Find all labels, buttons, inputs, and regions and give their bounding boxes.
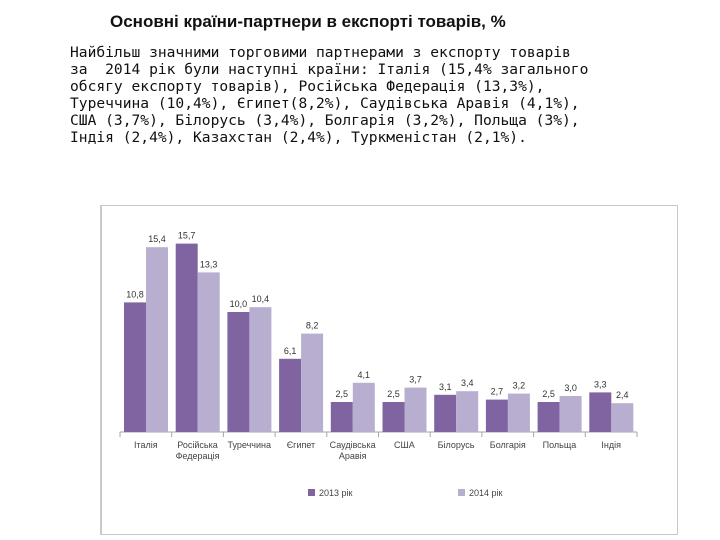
bar-value-label: 15,4 [148, 234, 166, 244]
bar [175, 243, 198, 432]
bar [507, 393, 530, 432]
bar-value-label: 3,2 [513, 381, 526, 391]
bar-value-label: 15,7 [178, 231, 196, 241]
bar-chart: 10,8 15,4 Італія 15,7 13,3 РосійськаФедерація… [119, 231, 638, 498]
legend-label: 2013 рік [319, 488, 353, 498]
bar-value-label: 2,4 [616, 390, 629, 400]
paragraph-line: Туреччина (10,4%), Єгипет(8,2%), Саудівс… [70, 95, 580, 112]
x-tick-label: Польща [543, 440, 577, 450]
bar [559, 396, 582, 432]
paragraph-line: обсягу експорту товарів), Російська Феде… [70, 78, 545, 95]
bar-value-label: 3,4 [461, 378, 474, 388]
legend-swatch [308, 489, 315, 496]
bar [146, 247, 168, 432]
bar [249, 307, 272, 432]
x-tick-label: Індія [601, 440, 621, 450]
bar-value-label: 3,1 [439, 382, 452, 392]
bar-value-label: 10,0 [230, 299, 248, 309]
bar [352, 382, 375, 432]
bar-value-label: 2,7 [491, 387, 504, 397]
bar [301, 333, 324, 432]
bar-value-label: 6,1 [284, 346, 297, 356]
x-tick-label: Єгипет [287, 440, 315, 450]
bar [456, 391, 479, 432]
bar [330, 402, 353, 432]
x-tick-label: Федерація [176, 451, 220, 461]
paragraph-line: Найбільш значними торговими партнерами з… [70, 44, 571, 61]
bar [227, 312, 250, 432]
x-tick-label: Туреччина [228, 440, 271, 450]
bar [537, 402, 560, 432]
bar-value-label: 3,0 [564, 383, 577, 393]
bar-value-label: 2,5 [542, 389, 555, 399]
bar [382, 402, 405, 432]
chart-frame: 10,8 15,4 Італія 15,7 13,3 Російська Федерація… [100, 205, 678, 535]
legend-swatch [458, 489, 465, 496]
bar [404, 387, 427, 432]
bar-value-label: 13,3 [200, 259, 218, 269]
x-tick-label: Російська [177, 440, 217, 450]
paragraph-line: США (3,7%), Білорусь (3,4%), Болгарія (3… [70, 112, 580, 129]
bar-value-label: 3,3 [594, 379, 607, 389]
bar-value-label: 10,8 [126, 289, 144, 299]
bar [434, 394, 457, 432]
x-tick-label: США [394, 440, 415, 450]
x-tick-label: Аравія [339, 451, 367, 461]
bar [279, 358, 302, 432]
bar-value-label: 8,2 [306, 321, 319, 331]
bar-value-label: 2,5 [336, 389, 349, 399]
paragraph-line: за 2014 рік були наступні країни: Італія… [70, 61, 589, 78]
bar-value-label: 3,7 [409, 375, 422, 385]
x-tick-label: Італія [134, 440, 158, 450]
legend-label: 2014 рік [469, 488, 503, 498]
x-tick-label: Болгарія [490, 440, 526, 450]
x-tick-label: Саудівська [330, 440, 376, 450]
paragraph-line: Індія (2,4%), Казахстан (2,4%), Туркмені… [70, 129, 527, 146]
bar [485, 399, 508, 432]
bar [124, 302, 146, 432]
bar-value-label: 2,5 [387, 389, 400, 399]
bar-value-label: 10,4 [252, 294, 270, 304]
intro-paragraph: Найбільш значними торговими партнерами з… [70, 44, 690, 146]
bar [589, 392, 612, 432]
bar [197, 272, 220, 432]
bar [611, 403, 634, 432]
x-tick-label: Білорусь [438, 440, 475, 450]
bar-value-label: 4,1 [358, 370, 371, 380]
page-title: Основні країни-партнери в експорті товар… [110, 12, 506, 31]
